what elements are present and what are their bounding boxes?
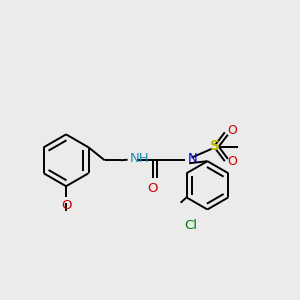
- Text: O: O: [61, 199, 71, 212]
- Text: N: N: [188, 152, 197, 165]
- Text: O: O: [148, 182, 158, 195]
- Text: Cl: Cl: [185, 220, 198, 232]
- Text: S: S: [210, 139, 220, 153]
- Text: NH: NH: [130, 152, 150, 165]
- Text: O: O: [227, 155, 237, 168]
- Text: O: O: [227, 124, 237, 137]
